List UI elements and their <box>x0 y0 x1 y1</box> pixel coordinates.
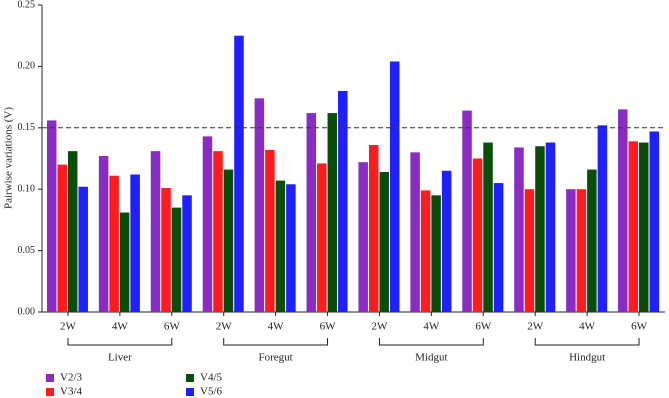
x-tick-label: 2W <box>60 321 77 333</box>
legend-label: V3/4 <box>60 386 83 398</box>
bar <box>420 190 431 312</box>
group-bracket <box>378 338 484 346</box>
x-tick-label: 2W <box>216 321 233 333</box>
bar <box>483 142 493 312</box>
x-tick-label: 2W <box>372 321 389 333</box>
bar <box>254 98 265 312</box>
y-tick-label: 0.00 <box>18 306 36 317</box>
x-tick-label: 6W <box>631 321 648 333</box>
group-label: Liver <box>108 352 132 364</box>
bar <box>358 162 368 312</box>
x-tick-label: 4W <box>579 321 596 333</box>
bar <box>78 186 88 312</box>
group-bracket <box>534 338 640 346</box>
bar <box>618 109 628 312</box>
bar <box>98 156 109 312</box>
bar <box>379 172 389 312</box>
bar <box>182 195 192 312</box>
bar <box>535 146 545 312</box>
bar <box>441 170 452 312</box>
bar <box>109 175 119 312</box>
group-bracket <box>223 338 329 346</box>
bar <box>317 163 327 312</box>
group-label: Midgut <box>415 352 447 364</box>
y-tick-label: 0.25 <box>18 0 36 10</box>
bar <box>524 189 535 312</box>
bar <box>431 195 441 312</box>
bar <box>150 151 161 312</box>
bar <box>223 169 234 312</box>
bar <box>389 61 400 312</box>
legend-label: V5/6 <box>200 386 223 398</box>
bar <box>462 110 472 312</box>
x-tick-label: 4W <box>268 321 285 333</box>
bar <box>265 149 275 312</box>
x-tick-label: 4W <box>423 321 440 333</box>
bar <box>597 125 608 313</box>
group-bracket <box>67 338 173 346</box>
bar <box>545 142 556 312</box>
x-tick-label: 2W <box>527 321 544 333</box>
bar <box>368 144 379 312</box>
bar <box>493 183 504 312</box>
bar <box>234 35 244 312</box>
legend-swatch <box>46 388 54 396</box>
legend-label: V4/5 <box>200 372 223 384</box>
bar <box>161 187 171 312</box>
y-tick-label: 0.20 <box>18 61 36 72</box>
group-label: Hindgut <box>569 352 605 364</box>
legend-swatch <box>46 374 54 382</box>
bar <box>57 164 67 312</box>
bar <box>410 152 420 312</box>
bar <box>171 207 182 312</box>
bar <box>514 147 524 312</box>
bar <box>306 113 317 313</box>
y-tick-label: 0.15 <box>18 122 36 133</box>
bar <box>576 189 587 312</box>
bar <box>202 136 213 312</box>
y-axis-label: Pairwise variations (V) <box>3 107 15 209</box>
x-tick-label: 6W <box>320 321 337 333</box>
bar <box>628 141 639 312</box>
bar <box>286 184 296 312</box>
x-tick-label: 4W <box>112 321 129 333</box>
bar <box>587 169 597 312</box>
bar <box>130 174 140 312</box>
legend-label: V2/3 <box>60 372 83 384</box>
bar <box>472 158 483 312</box>
x-tick-label: 6W <box>475 321 492 333</box>
bar <box>213 151 223 312</box>
group-label: Foregut <box>259 352 293 364</box>
bar <box>566 189 576 312</box>
bar <box>338 90 348 313</box>
bar <box>639 142 649 312</box>
bar <box>649 131 660 312</box>
bar <box>119 212 130 312</box>
y-tick-label: 0.10 <box>18 183 36 194</box>
bar <box>327 113 338 313</box>
y-tick-label: 0.05 <box>18 245 36 256</box>
bar <box>67 151 78 312</box>
legend-swatch <box>186 374 194 382</box>
legend-swatch <box>186 388 194 396</box>
bar <box>275 180 286 312</box>
bar <box>46 120 57 312</box>
x-tick-label: 6W <box>164 321 181 333</box>
